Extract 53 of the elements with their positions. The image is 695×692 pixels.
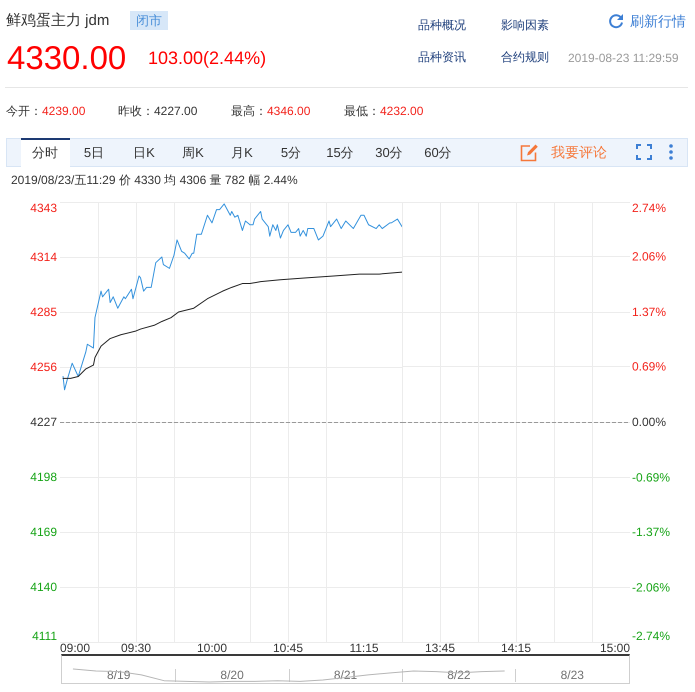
- text: 分时: [32, 144, 58, 160]
- y-tick-label: 4343: [30, 201, 58, 215]
- y-tick-label: 4314: [30, 250, 58, 264]
- y-tick-label: 4169: [30, 525, 58, 539]
- y-tick-label: -0.69%: [632, 470, 670, 484]
- y-tick-label: 2.06%: [632, 250, 666, 264]
- text: 103.00(2.44%): [148, 48, 266, 68]
- y-tick-label: 1.37%: [632, 305, 666, 319]
- x-tick-label: 8/23: [560, 668, 584, 682]
- y-tick-label: 0.00%: [632, 415, 666, 429]
- y-tick-label: -2.06%: [632, 580, 670, 594]
- x-tick-label: 8/20: [220, 668, 244, 682]
- text: 60分: [424, 144, 452, 160]
- text: 闭市: [136, 12, 162, 28]
- y-tick-label: -1.37%: [632, 525, 670, 539]
- text: 品种资讯: [418, 50, 466, 64]
- text: 刷新行情: [630, 13, 686, 29]
- y-tick-label: 4111: [32, 629, 58, 643]
- text: 2019/08/23/五11:29 价 4330 均 4306 量 782 幅 2.44%: [11, 173, 298, 187]
- text: 合约规则: [501, 50, 549, 64]
- text: 日K: [133, 144, 155, 160]
- text: 最低：4232.00: [344, 104, 424, 118]
- text: 周K: [182, 144, 204, 160]
- text: 4330.00: [7, 38, 126, 76]
- text: 5日: [84, 144, 104, 160]
- text: 昨收：4227.00: [118, 104, 198, 118]
- text: 2019-08-23 11:29:59: [568, 51, 679, 65]
- text: 影响因素: [501, 18, 549, 32]
- y-tick-label: 4198: [30, 470, 58, 484]
- text: 今开：4239.00: [6, 104, 86, 118]
- text: 最高：4346.00: [231, 104, 310, 118]
- y-tick-label: 2.74%: [632, 201, 666, 215]
- x-tick-label: 10:00: [196, 641, 228, 655]
- text: 品种概况: [418, 18, 466, 32]
- x-tick-label: 15:00: [600, 641, 630, 655]
- x-tick-label: 09:30: [120, 641, 152, 655]
- x-tick-label: 10:45: [272, 641, 304, 655]
- text: 我要评论: [551, 144, 607, 160]
- y-tick-label: 4140: [30, 580, 58, 594]
- y-tick-label: 4285: [30, 305, 58, 319]
- x-tick-label: 09:00: [60, 641, 90, 655]
- y-tick-label: 0.69%: [632, 360, 666, 374]
- text: 月K: [231, 144, 253, 160]
- text: 5分: [280, 144, 302, 160]
- text: 30分: [375, 144, 403, 160]
- text: 15分: [326, 144, 354, 160]
- x-tick-label: 13:45: [424, 641, 456, 655]
- y-tick-label: 4256: [30, 360, 58, 374]
- y-tick-label: -2.74%: [632, 629, 670, 643]
- x-tick-label: 14:15: [500, 641, 532, 655]
- y-tick-label: 4227: [30, 415, 58, 429]
- x-tick-label: 11:15: [349, 641, 379, 655]
- chart-title: 鲜鸡蛋主力 jdm: [6, 12, 110, 28]
